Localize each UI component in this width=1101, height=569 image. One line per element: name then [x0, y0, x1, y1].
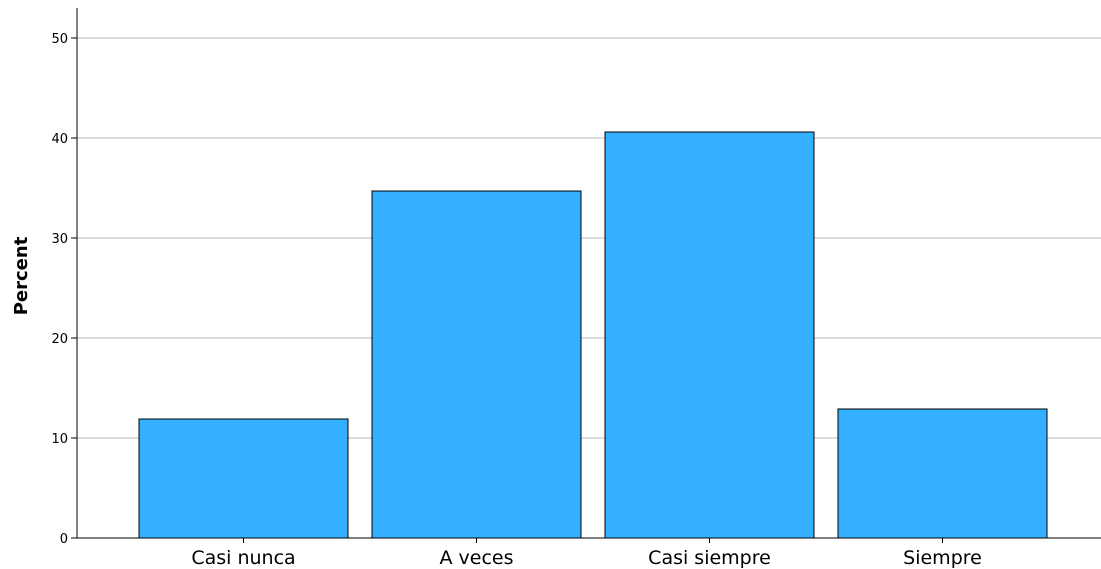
bars: [138, 131, 1048, 539]
y-tick-label: 40: [51, 132, 68, 147]
y-tick-label: 20: [51, 332, 68, 347]
x-tick-label: A veces: [439, 547, 513, 569]
x-tick-label: Siempre: [903, 547, 982, 569]
bar-a-veces: [371, 190, 582, 539]
y-tick-label: 50: [51, 32, 68, 47]
bar-casi-nunca: [138, 418, 349, 539]
bar-siempre: [837, 408, 1048, 539]
bar-casi-siempre: [604, 131, 815, 539]
axes: [76, 8, 1101, 539]
y-tick-label: 30: [51, 232, 68, 247]
y-tick-label: 10: [51, 432, 68, 447]
x-tick-label: Casi nunca: [191, 547, 295, 569]
y-axis-ticks: 0 10 20 30 40 50: [51, 32, 77, 547]
x-axis-ticks: Casi nunca A veces Casi siempre Siempre: [191, 538, 982, 569]
gridlines: [77, 37, 1101, 439]
y-tick-label: 0: [60, 532, 68, 547]
y-axis-title: Percent: [11, 236, 32, 315]
x-tick-label: Casi siempre: [648, 547, 771, 569]
